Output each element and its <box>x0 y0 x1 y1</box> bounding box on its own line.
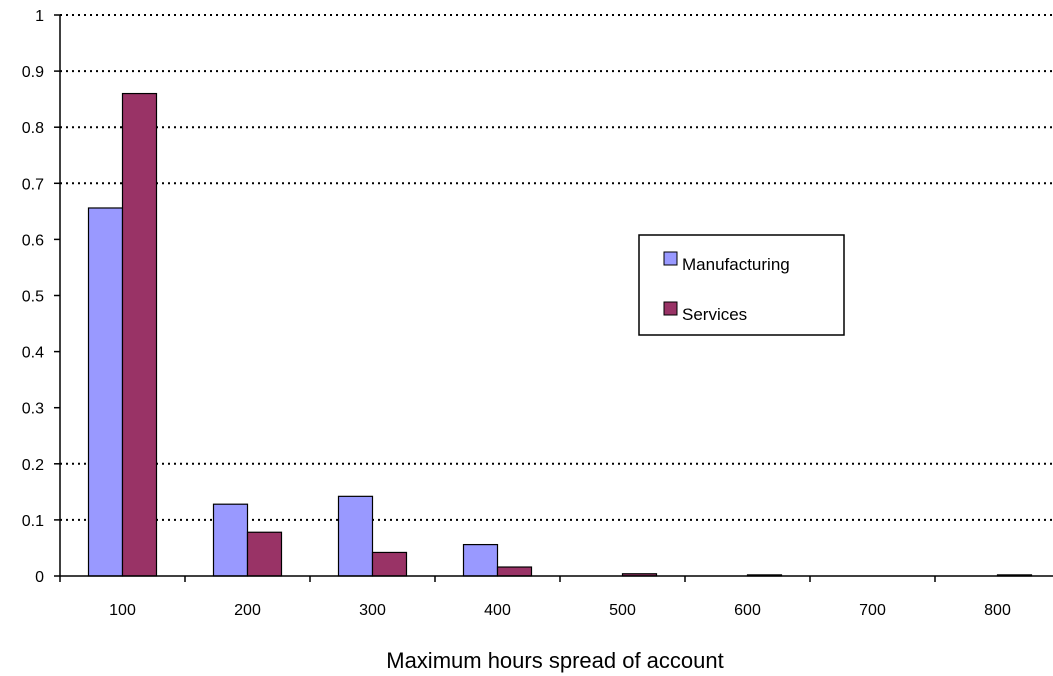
bar-manufacturing-300 <box>337 495 374 577</box>
axes <box>54 14 1053 582</box>
x-tick-label: 300 <box>359 602 386 619</box>
y-tick-label: 0.6 <box>22 232 44 249</box>
legend: Manufacturing Services <box>638 234 845 336</box>
bar-manufacturing-100 <box>87 207 124 577</box>
x-tick-label: 800 <box>984 602 1011 619</box>
x-tick-label: 200 <box>234 602 261 619</box>
y-tick-label: 0.4 <box>22 345 44 362</box>
y-tick-label: 0.2 <box>22 457 44 474</box>
x-tick-label: 500 <box>609 602 636 619</box>
y-tick-label: 0.7 <box>22 176 44 193</box>
legend-swatch-services <box>663 301 678 316</box>
x-tick-label: 600 <box>734 602 761 619</box>
x-tick-label: 700 <box>859 602 886 619</box>
legend-label-manufacturing: Manufacturing <box>682 255 790 274</box>
bar-services-100 <box>121 92 158 577</box>
y-tick-label: 0 <box>35 569 44 586</box>
bar-services-200 <box>246 531 283 577</box>
y-tick-labels: 0 0.1 0.2 0.3 0.4 0.5 0.6 0.7 0.8 0.9 1 <box>22 8 44 586</box>
y-tick-label: 0.3 <box>22 401 44 418</box>
x-tick-label: 400 <box>484 602 511 619</box>
x-tick-label: 100 <box>109 602 136 619</box>
y-tick-label: 0.1 <box>22 513 44 530</box>
bars <box>87 92 1033 577</box>
bar-services-400 <box>496 566 533 577</box>
bar-services-300 <box>371 551 408 577</box>
legend-label-services: Services <box>682 305 747 324</box>
bar-manufacturing-200 <box>212 503 249 577</box>
y-tick-label: 0.8 <box>22 120 44 137</box>
x-tick-labels: 100 200 300 400 500 600 700 800 <box>109 602 1011 619</box>
x-axis-title: Maximum hours spread of account <box>386 648 724 673</box>
gridlines <box>60 14 1053 521</box>
y-tick-label: 1 <box>35 8 44 25</box>
y-tick-label: 0.5 <box>22 289 44 306</box>
legend-swatch-manufacturing <box>663 251 678 266</box>
y-tick-label: 0.9 <box>22 64 44 81</box>
bar-manufacturing-400 <box>462 543 499 577</box>
